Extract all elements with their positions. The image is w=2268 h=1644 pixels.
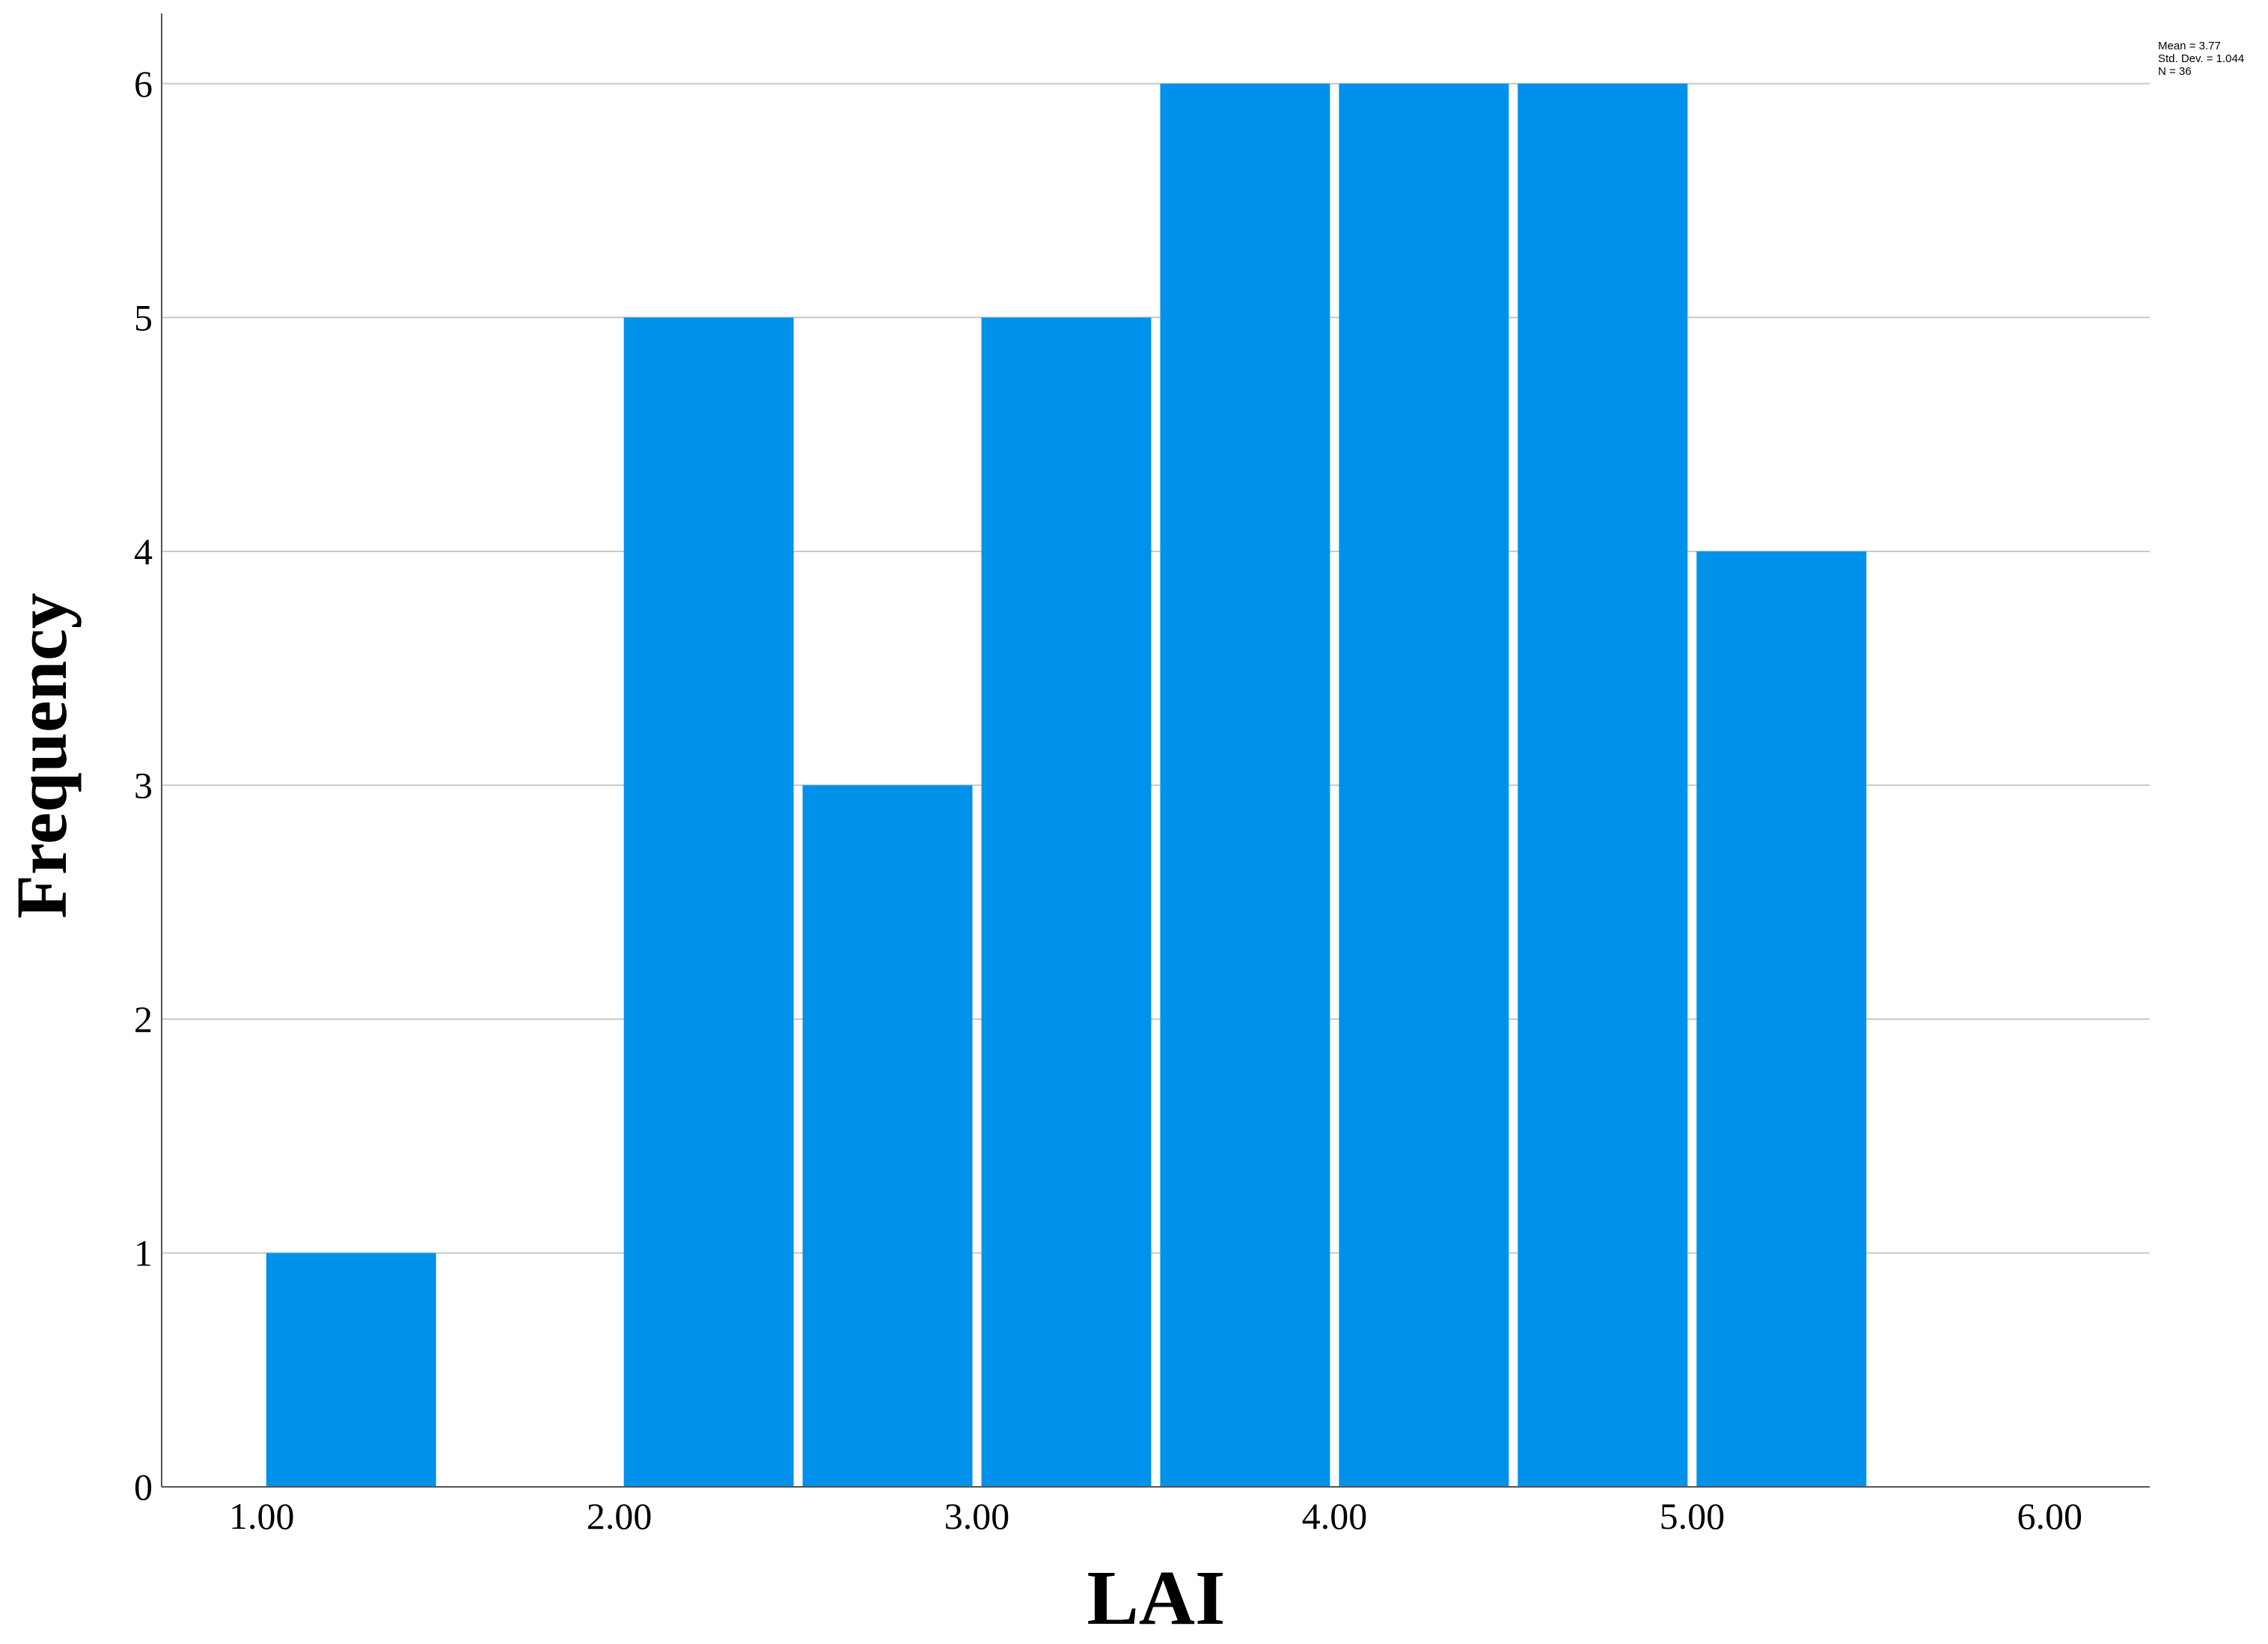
y-tick-label: 0 (134, 1466, 153, 1508)
axes (161, 13, 2150, 1488)
histogram-bar (981, 317, 1152, 1488)
y-axis-title: Frequency (1, 593, 82, 919)
y-tick-label: 2 (134, 998, 153, 1040)
histogram-bar (1696, 551, 1867, 1487)
x-tick-label: 6.00 (2017, 1495, 2082, 1537)
histogram-bar (1160, 83, 1330, 1487)
y-tick-label: 5 (134, 296, 153, 338)
x-tick-label: 3.00 (944, 1495, 1010, 1537)
stats-n: N = 36 (2158, 65, 2192, 78)
x-tick-label: 2.00 (587, 1495, 652, 1537)
y-tick-labels: 0 1 2 3 4 5 6 (134, 63, 153, 1508)
stats-mean: Mean = 3.77 (2158, 40, 2221, 52)
y-tick-label: 4 (134, 531, 153, 572)
x-tick-labels: 1.00 2.00 3.00 4.00 5.00 6.00 (229, 1495, 2082, 1537)
stats-box: Mean = 3.77 Std. Dev. = 1.044 N = 36 (2158, 40, 2244, 78)
stats-std-dev: Std. Dev. = 1.044 (2158, 52, 2244, 65)
x-axis-title: LAI (1087, 1555, 1226, 1641)
y-tick-label: 3 (134, 764, 153, 806)
histogram-bar (1517, 83, 1688, 1487)
y-tick-label: 1 (134, 1232, 153, 1274)
x-tick-label: 4.00 (1302, 1495, 1368, 1537)
x-tick-label: 5.00 (1660, 1495, 1726, 1537)
bars (266, 83, 1867, 1488)
y-tick-label: 6 (134, 63, 153, 105)
histogram-bar (623, 317, 794, 1488)
histogram-bar (802, 785, 973, 1487)
histogram-bar (1339, 83, 1509, 1487)
x-tick-label: 1.00 (229, 1495, 295, 1537)
histogram-bar (266, 1253, 436, 1487)
